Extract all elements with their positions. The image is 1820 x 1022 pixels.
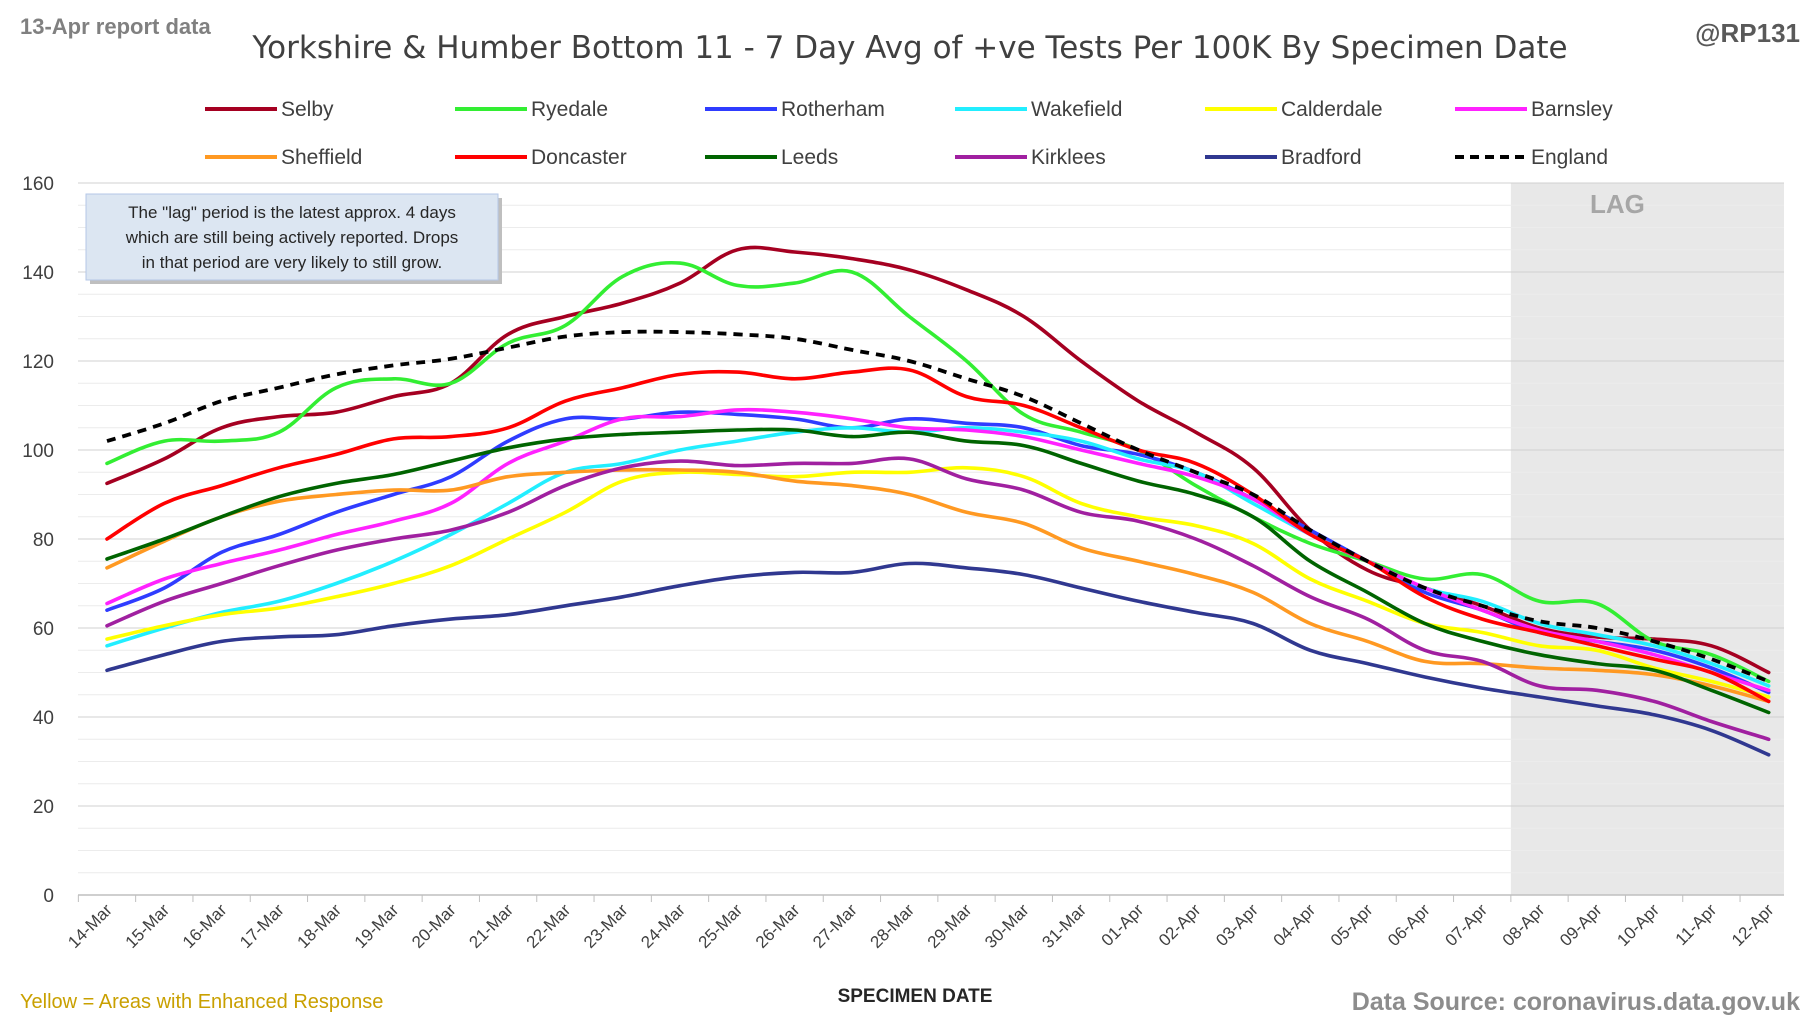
lag-note-box: [85, 193, 499, 281]
author-handle: @RP131: [1695, 18, 1800, 48]
y-tick-labels: 0 20 40 60 80 100 120 140 160: [22, 174, 54, 907]
series-line-bradford: [105, 561, 1771, 757]
series-line-kirklees: [105, 456, 1771, 742]
lag-note-line-1: The "lag" period is the latest approx. 4…: [128, 203, 456, 222]
legend-label: Rotherham: [781, 98, 885, 121]
y-tick-label: 40: [33, 708, 54, 729]
legend-item-sheffield: Sheffield: [205, 146, 362, 169]
legend-item-wakefield: Wakefield: [955, 98, 1122, 121]
legend-label: Calderdale: [1281, 98, 1383, 121]
enhanced-response-note: Yellow = Areas with Enhanced Response: [20, 991, 383, 1013]
y-tick-label: 60: [33, 619, 54, 640]
y-tick-label: 140: [22, 263, 54, 284]
y-tick-label: 20: [33, 797, 54, 818]
series-line-leeds: [105, 427, 1771, 715]
lag-note-line-2: which are still being actively reported.…: [125, 228, 459, 247]
gridlines: [78, 182, 1784, 896]
y-tick-label: 80: [33, 530, 54, 551]
legend-item-barnsley: Barnsley: [1455, 98, 1613, 121]
legend-label: Leeds: [781, 146, 838, 169]
data-source: Data Source: coronavirus.data.gov.uk: [1352, 988, 1800, 1016]
x-axis-label: SPECIMEN DATE: [838, 986, 993, 1007]
legend-label: Bradford: [1281, 146, 1362, 169]
legend-item-rotherham: Rotherham: [705, 98, 885, 121]
axes: [77, 894, 1784, 902]
lag-note: The "lag" period is the latest approx. 4…: [85, 193, 502, 284]
legend-label: Sheffield: [281, 146, 362, 169]
legend-label: Doncaster: [531, 146, 627, 169]
chart-title: Yorkshire & Humber Bottom 11 - 7 Day Avg…: [251, 30, 1567, 66]
legend-item-leeds: Leeds: [705, 146, 838, 169]
series-line-doncaster: [105, 366, 1771, 704]
legend-label: Wakefield: [1031, 98, 1122, 121]
y-tick-label: 0: [43, 886, 54, 907]
series-line-ryedale: [105, 260, 1771, 684]
series-line-barnsley: [105, 407, 1771, 693]
legend-label: Selby: [281, 98, 334, 121]
lag-label: LAG: [1590, 189, 1645, 219]
legend-item-doncaster: Doncaster: [455, 146, 627, 169]
legend-item-bradford: Bradford: [1205, 146, 1362, 169]
legend-label: Ryedale: [531, 98, 608, 121]
y-tick-label: 120: [22, 352, 54, 373]
legend-item-ryedale: Ryedale: [455, 98, 608, 121]
y-tick-label: 100: [22, 441, 54, 462]
legend-item-england: England: [1455, 146, 1608, 169]
report-date-label: 13-Apr report data: [20, 14, 211, 39]
legend-item-selby: Selby: [205, 98, 334, 121]
legend-label: Kirklees: [1031, 146, 1106, 169]
y-tick-label: 160: [22, 174, 54, 195]
legend-label: Barnsley: [1531, 98, 1613, 121]
legend: Selby Ryedale Rotherham Wakefield Calderdale…: [205, 98, 1613, 169]
series-lines: [105, 245, 1771, 757]
legend-item-kirklees: Kirklees: [955, 146, 1106, 169]
legend-item-calderdale: Calderdale: [1205, 98, 1383, 121]
legend-label: England: [1531, 146, 1608, 169]
lag-note-line-3: in that period are very likely to still …: [142, 253, 442, 272]
series-line-england: [106, 329, 1770, 684]
